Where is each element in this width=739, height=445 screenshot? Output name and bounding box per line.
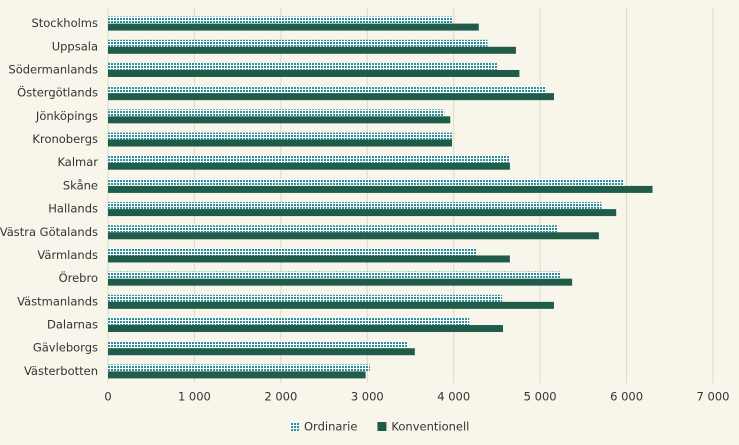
legend-swatch bbox=[290, 422, 299, 431]
x-tick-label: 1 000 bbox=[178, 390, 211, 404]
bar bbox=[108, 248, 477, 256]
bar bbox=[108, 46, 516, 54]
y-tick-label: Västra Götalands bbox=[0, 225, 98, 239]
y-tick-label: Dalarnas bbox=[47, 318, 98, 332]
x-tick-label: 6 000 bbox=[610, 390, 643, 404]
bar bbox=[108, 162, 510, 170]
bar bbox=[108, 93, 554, 101]
bar bbox=[108, 318, 470, 326]
bar bbox=[108, 132, 452, 140]
bar bbox=[108, 348, 415, 356]
y-tick-label: Skåne bbox=[63, 178, 98, 192]
x-tick-label: 4 000 bbox=[437, 390, 470, 404]
y-tick-label: Stockholms bbox=[31, 16, 98, 30]
bar bbox=[108, 109, 445, 117]
bar bbox=[108, 178, 624, 186]
y-tick-label: Hallands bbox=[48, 202, 98, 216]
legend-label: Konventionell bbox=[391, 420, 469, 434]
bar bbox=[108, 225, 558, 233]
x-tick-label: 3 000 bbox=[351, 390, 384, 404]
bar bbox=[108, 86, 547, 94]
legend-label: Ordinarie bbox=[304, 420, 357, 434]
y-tick-label: Värmlands bbox=[37, 248, 98, 262]
y-tick-label: Gävleborgs bbox=[33, 341, 98, 355]
bar bbox=[108, 364, 370, 372]
bar bbox=[108, 185, 653, 193]
bar bbox=[108, 325, 503, 333]
bar bbox=[108, 39, 488, 47]
x-tick-label: 0 bbox=[104, 390, 111, 404]
bar bbox=[108, 271, 561, 279]
y-tick-label: Kalmar bbox=[57, 155, 98, 169]
bar bbox=[108, 301, 554, 309]
bar bbox=[108, 294, 503, 302]
y-tick-label: Västmanlands bbox=[17, 294, 98, 308]
bar bbox=[108, 23, 479, 31]
bar bbox=[108, 341, 408, 349]
legend-swatch bbox=[377, 422, 387, 431]
bar bbox=[108, 232, 599, 240]
bar bbox=[108, 139, 452, 147]
y-tick-label: Kronobergs bbox=[32, 132, 98, 146]
bar bbox=[108, 255, 510, 263]
bar bbox=[108, 202, 602, 210]
bar bbox=[108, 155, 510, 163]
y-tick-label: Örebro bbox=[59, 269, 98, 285]
bar bbox=[108, 116, 451, 124]
bar bbox=[108, 209, 617, 217]
x-tick-label: 5 000 bbox=[524, 390, 557, 404]
bar bbox=[108, 278, 573, 286]
y-tick-label: Uppsala bbox=[52, 39, 98, 53]
bar bbox=[108, 62, 497, 70]
x-tick-label: 7 000 bbox=[697, 390, 730, 404]
y-tick-label: Östergötlands bbox=[17, 84, 98, 100]
bar bbox=[108, 69, 520, 77]
y-tick-label: Jönköpings bbox=[35, 109, 98, 123]
bar bbox=[108, 16, 452, 24]
y-tick-label: Västerbotten bbox=[24, 364, 98, 378]
x-tick-label: 2 000 bbox=[264, 390, 297, 404]
y-tick-label: Södermanlands bbox=[8, 62, 98, 76]
bar bbox=[108, 371, 366, 379]
